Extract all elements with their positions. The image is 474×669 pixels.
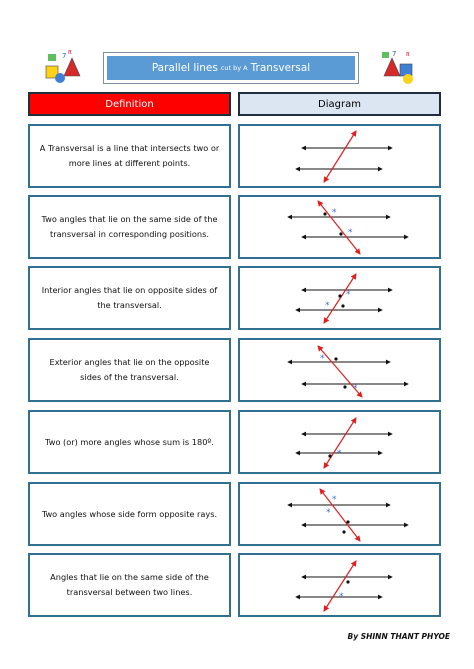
author-credit: By SHINN THANT PHYOE <box>347 632 451 641</box>
svg-text:*: * <box>332 208 337 218</box>
definition-alternate-interior-angles: Interior angles that lie on opposite sid… <box>28 266 231 330</box>
svg-text:*: * <box>320 354 325 364</box>
diagram-same-side-interior-angles: * <box>238 553 441 617</box>
definition-supplementary-angles: Two (or) more angles whose sum is 180º. <box>28 410 231 474</box>
diagram-corresponding-angles: * * <box>238 195 441 259</box>
svg-text:*: * <box>325 301 330 311</box>
title-main: Parallel lines <box>151 62 218 74</box>
diagram-transversal <box>238 124 441 188</box>
diagram-alternate-exterior-angles: * * <box>238 338 441 402</box>
svg-text:*: * <box>346 290 351 300</box>
diagram-alternate-interior-angles: * * <box>238 266 441 330</box>
definition-vertical-angles: Two angles whose side form opposite rays… <box>28 482 231 546</box>
svg-text:*: * <box>332 495 337 505</box>
svg-text:*: * <box>339 592 344 602</box>
definition-same-side-interior-angles: Angles that lie on the same side of the … <box>28 553 231 617</box>
svg-text:*: * <box>337 449 342 459</box>
math-clipart-left-icon: 7 π <box>45 49 81 83</box>
diagram-supplementary-angles: * <box>238 410 441 474</box>
definition-alternate-exterior-angles: Exterior angles that lie on the opposite… <box>28 338 231 402</box>
svg-text:*: * <box>348 228 353 238</box>
definition-corresponding-angles: Two angles that lie on the same side of … <box>28 195 231 259</box>
definition-transversal: A Transversal is a line that intersects … <box>28 124 231 188</box>
svg-text:7: 7 <box>392 50 396 58</box>
diagram-vertical-angles: * * <box>238 482 441 546</box>
svg-text:*: * <box>326 508 331 518</box>
svg-text:π: π <box>406 51 410 58</box>
definition-header: Definition <box>28 92 231 116</box>
svg-text:π: π <box>68 49 72 56</box>
math-clipart-right-icon: 7 π <box>382 50 413 84</box>
svg-text:7: 7 <box>62 52 66 60</box>
title-small: cut by A <box>220 64 248 72</box>
page-title: Parallel lines cut by A Transversal <box>103 52 359 84</box>
diagram-header: Diagram <box>238 92 441 116</box>
title-tail: Transversal <box>250 62 311 74</box>
svg-text:*: * <box>353 384 358 394</box>
